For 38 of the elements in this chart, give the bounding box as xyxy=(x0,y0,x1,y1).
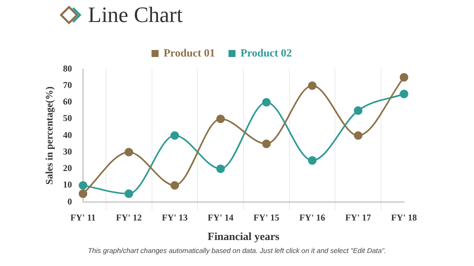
x-tick-label: FY' 17 xyxy=(345,212,372,223)
point xyxy=(216,114,225,124)
point xyxy=(124,148,134,156)
point xyxy=(170,131,180,140)
y-tick-label: 20 xyxy=(63,163,72,174)
point xyxy=(78,181,88,190)
y-tick-label: 0 xyxy=(68,196,72,206)
x-tick-label: FY' 18 xyxy=(391,212,418,223)
y-axis-title: Sales in percentage(%) xyxy=(44,86,56,185)
point xyxy=(354,131,362,140)
x-tick-label: FY' 11 xyxy=(70,212,96,223)
y-tick-label: 80 xyxy=(63,63,72,74)
point xyxy=(262,140,271,148)
point xyxy=(400,90,408,98)
point xyxy=(170,181,180,190)
legend-label: Product 01 xyxy=(164,47,216,60)
point xyxy=(124,189,134,198)
point xyxy=(400,73,408,82)
y-tick-label: 50 xyxy=(63,113,72,124)
y-tick-label: 60 xyxy=(63,96,72,107)
point xyxy=(262,98,271,107)
chart-title: Line Chart xyxy=(88,2,183,28)
point xyxy=(308,156,317,165)
y-tick-label: 40 xyxy=(63,130,72,140)
x-tick-label: FY' 13 xyxy=(162,212,188,223)
x-tick-label: FY' 14 xyxy=(208,212,234,223)
point xyxy=(216,164,225,174)
y-tick-label: 10 xyxy=(63,180,72,190)
x-tick-label: FY' 16 xyxy=(299,212,326,223)
legend-label: Product 02 xyxy=(240,47,292,60)
point xyxy=(78,189,88,198)
x-tick-label: FY' 12 xyxy=(116,212,142,223)
point xyxy=(354,106,362,115)
y-tick-label: 70 xyxy=(63,80,72,90)
x-axis-title: Financial years xyxy=(208,231,280,244)
x-tick-label: FY' 15 xyxy=(254,212,280,223)
y-tick-label: 30 xyxy=(63,146,72,156)
point xyxy=(308,81,317,90)
